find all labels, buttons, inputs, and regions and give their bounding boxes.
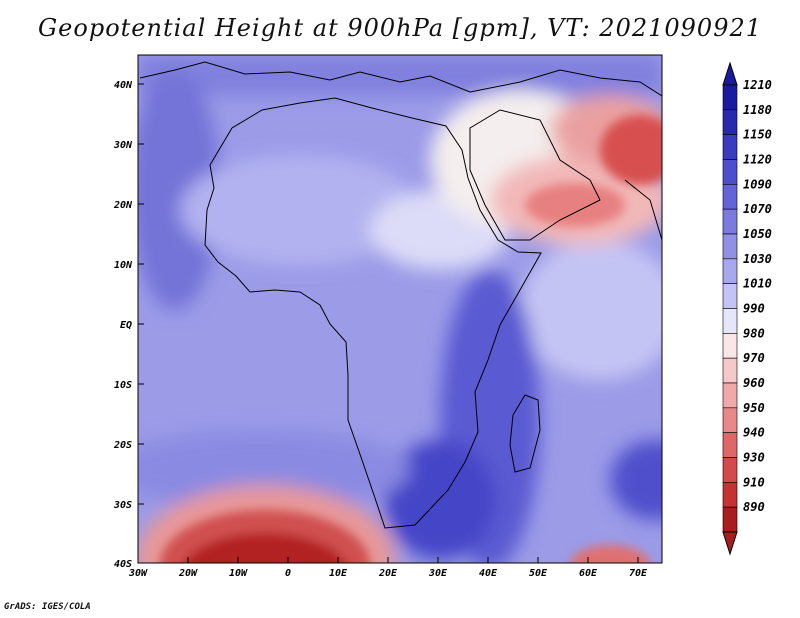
south-atlantic xyxy=(138,430,410,510)
south-high xyxy=(385,440,495,560)
colorbar-box xyxy=(722,457,738,483)
lat-label: 30N xyxy=(113,140,133,151)
arabia-low xyxy=(525,183,625,227)
footer-credit: GrADS: IGES/COLA xyxy=(4,602,91,612)
lat-label: 40S xyxy=(114,559,132,570)
colorbar-top-arrow xyxy=(722,61,738,86)
madagascar xyxy=(509,394,541,473)
colorbar-bottom-arrow xyxy=(722,531,738,556)
lon-label: 30W xyxy=(128,568,148,579)
lon-label: 10E xyxy=(329,568,348,579)
north-band xyxy=(138,55,662,95)
lon-label: 50E xyxy=(529,568,548,579)
map-title: Geopotential Height at 900hPa [gpm], VT:… xyxy=(38,14,762,42)
colorbar-label: 1180 xyxy=(743,103,772,117)
india-coast xyxy=(624,179,662,241)
colorbar-label: 1120 xyxy=(743,153,772,167)
colorbar-box xyxy=(722,283,738,309)
lat-axis: 40N 30N 20N 10N EQ 10S 20S 30S 40S xyxy=(113,80,144,570)
colorbar-label: 1150 xyxy=(743,128,772,142)
colorbar-label: 890 xyxy=(743,500,765,514)
sahara-light xyxy=(180,155,420,265)
se-indian-high xyxy=(610,440,662,520)
colorbar-label: 1090 xyxy=(743,177,772,191)
colorbar-box xyxy=(722,482,738,508)
lon-label: 10W xyxy=(229,568,248,579)
lon-label: 40E xyxy=(479,568,498,579)
colorbar-box xyxy=(722,109,738,135)
lon-label: 20W xyxy=(178,568,198,579)
lon-axis: 30W 20W 10W 0 10E 20E 30E 40E 50E 60E 70… xyxy=(128,557,648,579)
colorbar-box xyxy=(722,357,738,384)
low-mid xyxy=(160,510,370,563)
se-low xyxy=(570,545,650,563)
iran-low xyxy=(600,115,662,185)
coastlines xyxy=(139,61,662,529)
lon-label: 70E xyxy=(629,568,648,579)
lat-label: 30S xyxy=(113,500,132,511)
low-core xyxy=(183,533,347,563)
colorbar-box xyxy=(722,233,738,260)
colorbar-label: 1050 xyxy=(743,227,772,241)
colorbar-label: 980 xyxy=(743,326,765,340)
colorbar-label: 1010 xyxy=(743,277,772,291)
lon-label: 30E xyxy=(428,568,448,579)
lat-label: 20N xyxy=(113,200,133,211)
colorbar-label: 940 xyxy=(743,426,765,440)
map-frame xyxy=(137,54,663,564)
colorbar-label: 950 xyxy=(743,401,765,415)
lat-label: 20S xyxy=(113,440,132,451)
colorbar-box xyxy=(722,208,738,235)
colorbar-label: 1210 xyxy=(743,78,772,92)
lon-label: 20E xyxy=(378,568,398,579)
colorbar-label: 930 xyxy=(743,451,765,465)
lat-label: 10N xyxy=(114,260,133,271)
africa-coastline xyxy=(204,97,542,529)
lat-label: EQ xyxy=(120,320,132,331)
colorbar-box xyxy=(722,407,738,433)
colorbar-label: 990 xyxy=(743,302,765,316)
colorbar-label: 910 xyxy=(743,475,765,489)
lon-label: 60E xyxy=(579,568,598,579)
colorbar-box xyxy=(722,258,738,284)
colorbar-box xyxy=(722,432,738,458)
colorbar-box xyxy=(722,382,738,409)
colorbar-label: 960 xyxy=(743,376,765,390)
lat-label: 40N xyxy=(114,80,133,91)
atlantic-lobe xyxy=(138,70,220,310)
indian-ocean-light xyxy=(520,240,662,380)
colorbar: 1210 1180 1150 1120 1090 1070 1050 1030 1010 990 9… xyxy=(722,61,772,556)
colorbar-box xyxy=(722,506,738,533)
lat-label: 10S xyxy=(114,380,132,391)
arabia-coast xyxy=(469,109,601,241)
colorbar-box xyxy=(722,84,738,111)
colorbar-box xyxy=(722,184,738,210)
colorbar-label: 1070 xyxy=(743,202,772,216)
lon-label: 0 xyxy=(285,568,291,579)
colorbar-label: 970 xyxy=(743,351,765,365)
colorbar-box xyxy=(722,308,738,334)
colorbar-box xyxy=(722,134,738,160)
colorbar-box xyxy=(722,159,738,185)
europe-coast xyxy=(139,61,662,97)
colorbar-box xyxy=(722,333,738,359)
height-field xyxy=(138,55,662,563)
colorbar-label: 1030 xyxy=(743,252,772,266)
